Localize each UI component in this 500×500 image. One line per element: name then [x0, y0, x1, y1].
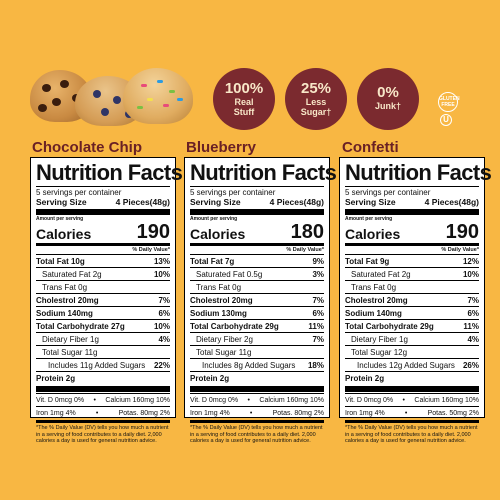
amount-per-serving: Amount per serving — [190, 216, 238, 222]
fiber-row: Dietary Fiber 1g 4% — [345, 332, 479, 345]
fiber-row: Dietary Fiber 2g 7% — [190, 332, 324, 345]
saturated-fat-row: Saturated Fat 0.5g 3% — [190, 267, 324, 280]
cholesterol-row: Cholestrol 20mg 7% — [36, 293, 170, 306]
serving-size-row: Serving Size 4 Pieces(48g) — [36, 197, 170, 207]
serving-size-row: Serving Size 4 Pieces(48g) — [345, 197, 479, 207]
iron-potassium-row: Iron 1mg 4% • Potas. 80mg 2% — [36, 406, 170, 419]
zero-junk-badge: 0% Junk† — [357, 68, 419, 130]
gluten-free-seal-icon: GLUTEN FREE — [438, 92, 460, 112]
carbohydrate-row: Total Carbohydrate 29g 11% — [345, 319, 479, 332]
carbohydrate-row: Total Carbohydrate 27g 10% — [36, 319, 170, 332]
total-fat-row: Total Fat 7g 9% — [190, 254, 324, 267]
saturated-fat-row: Saturated Fat 2g 10% — [345, 267, 479, 280]
iron-potassium-row: Iron 1mg 4% • Potas. 50mg 2% — [345, 406, 479, 419]
kosher-icon: U — [440, 114, 452, 126]
nutrition-facts-title: Nutrition Facts — [345, 160, 492, 185]
nutrition-panel-blueberry: Nutrition Facts 5 servings per container… — [184, 157, 337, 444]
sodium-row: Sodium 140mg 6% — [345, 306, 479, 319]
flavor-title-confetti: Confetti — [342, 139, 399, 156]
serving-size-row: Serving Size 4 Pieces(48g) — [190, 197, 324, 207]
protein-row: Protein 2g — [36, 371, 170, 384]
footnote: *The % Daily Value (DV) tells you how mu… — [190, 425, 323, 444]
sugar-row: Total Sugar 11g — [190, 345, 324, 358]
calories-value: 190 — [136, 221, 170, 243]
flavor-title-chocolate-chip: Chocolate Chip — [32, 139, 143, 156]
nutrition-facts-title: Nutrition Facts — [190, 160, 337, 185]
daily-value-header: % Daily Value* — [286, 247, 324, 253]
cholesterol-row: Cholestrol 20mg 7% — [190, 293, 324, 306]
calories-row: Calories 190 — [36, 221, 170, 243]
protein-row: Protein 2g — [345, 371, 479, 384]
servings-per-container: 5 servings per container — [190, 188, 276, 197]
added-sugar-row: Includes 12g Added Sugars 26% — [345, 358, 479, 371]
calories-value: 180 — [290, 221, 324, 243]
sugar-row: Total Sugar 12g — [345, 345, 479, 358]
vitamin-d-calcium-row: Vit. D 0mcg 0% • Calcium 160mg 10% — [345, 393, 479, 406]
confetti-muffin — [123, 68, 193, 124]
trans-fat-row: Trans Fat 0g — [345, 280, 479, 293]
carbohydrate-row: Total Carbohydrate 29g 11% — [190, 319, 324, 332]
real-stuff-badge: 100% Real Stuff — [213, 68, 275, 130]
nutrition-panel-chocolate-chip: Nutrition Facts 5 servings per container… — [30, 157, 183, 444]
protein-row: Protein 2g — [190, 371, 324, 384]
added-sugar-row: Includes 8g Added Sugars 18% — [190, 358, 324, 371]
nutrition-facts-title: Nutrition Facts — [36, 160, 183, 185]
total-fat-row: Total Fat 9g 12% — [345, 254, 479, 267]
daily-value-header: % Daily Value* — [132, 247, 170, 253]
calories-value: 190 — [445, 221, 479, 243]
vitamin-d-calcium-row: Vit. D 0mcg 0% • Calcium 160mg 10% — [190, 393, 324, 406]
amount-per-serving: Amount per serving — [36, 216, 84, 222]
amount-per-serving: Amount per serving — [345, 216, 393, 222]
footnote: *The % Daily Value (DV) tells you how mu… — [36, 425, 169, 444]
sodium-row: Sodium 140mg 6% — [36, 306, 170, 319]
nutrition-panel-confetti: Nutrition Facts 5 servings per container… — [339, 157, 492, 444]
cholesterol-row: Cholestrol 20mg 7% — [345, 293, 479, 306]
sodium-row: Sodium 130mg 6% — [190, 306, 324, 319]
sugar-row: Total Sugar 11g — [36, 345, 170, 358]
muffins-image — [30, 58, 195, 128]
servings-per-container: 5 servings per container — [36, 188, 122, 197]
daily-value-header: % Daily Value* — [441, 247, 479, 253]
iron-potassium-row: Iron 1mg 4% • Potas. 80mg 2% — [190, 406, 324, 419]
calories-row: Calories 180 — [190, 221, 324, 243]
total-fat-row: Total Fat 10g 13% — [36, 254, 170, 267]
calories-row: Calories 190 — [345, 221, 479, 243]
added-sugar-row: Includes 11g Added Sugars 22% — [36, 358, 170, 371]
fiber-row: Dietary Fiber 1g 4% — [36, 332, 170, 345]
footnote: *The % Daily Value (DV) tells you how mu… — [345, 425, 478, 444]
saturated-fat-row: Saturated Fat 2g 10% — [36, 267, 170, 280]
less-sugar-badge: 25% Less Sugar† — [285, 68, 347, 130]
trans-fat-row: Trans Fat 0g — [36, 280, 170, 293]
flavor-title-blueberry: Blueberry — [186, 139, 257, 156]
trans-fat-row: Trans Fat 0g — [190, 280, 324, 293]
servings-per-container: 5 servings per container — [345, 188, 431, 197]
vitamin-d-calcium-row: Vit. D 0mcg 0% • Calcium 160mg 10% — [36, 393, 170, 406]
